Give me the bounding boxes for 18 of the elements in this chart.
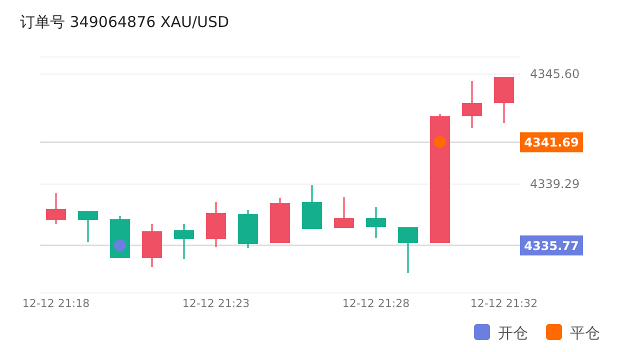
candlestick: [334, 196, 354, 229]
candlestick: [46, 192, 66, 225]
x-tick-label: 12-12 21:23: [182, 297, 250, 310]
candlestick: [78, 210, 98, 243]
candlestick: [398, 226, 418, 274]
ref-line-label: 4335.77: [524, 238, 579, 253]
x-tick-label: 12-12 21:32: [470, 297, 538, 310]
candlestick: [174, 223, 194, 260]
candlestick: [462, 80, 482, 129]
chart-title: 订单号 349064876 XAU/USD: [20, 13, 230, 31]
legend-label: 开仓: [498, 324, 528, 342]
y-tick-label: 4345.60: [530, 67, 580, 82]
legend-label: 平仓: [570, 324, 600, 342]
y-tick-label: 4339.29: [530, 177, 580, 192]
x-tick-label: 12-12 21:28: [342, 297, 410, 310]
x-tick-label: 12-12 21:18: [22, 297, 90, 310]
candlestick: [366, 206, 386, 239]
ref-line-label: 4341.69: [524, 136, 579, 150]
